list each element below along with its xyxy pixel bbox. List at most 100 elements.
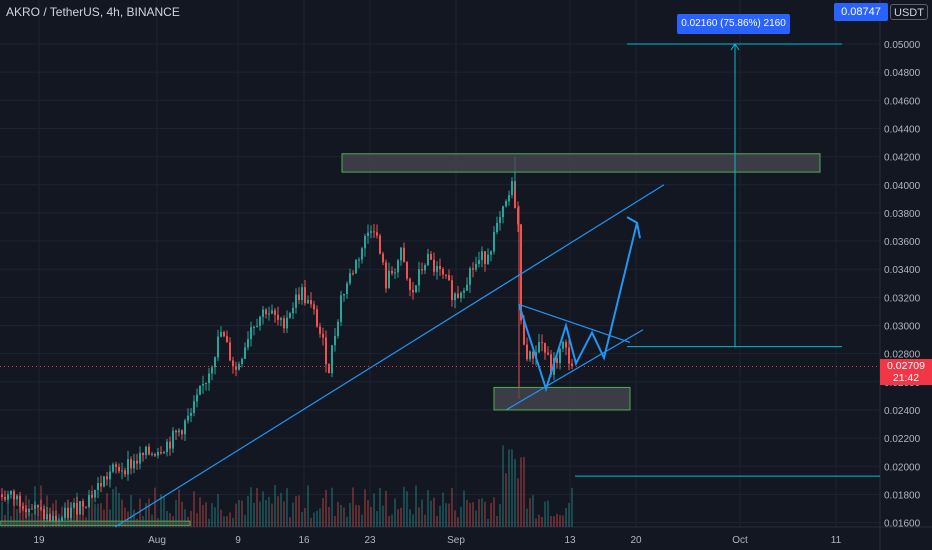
volume-bar	[160, 494, 162, 527]
volume-bar	[571, 487, 573, 527]
volume-bar	[391, 514, 393, 527]
candle-body	[403, 247, 405, 263]
candle-body	[67, 507, 69, 518]
candle-body	[484, 251, 486, 264]
volume-bar	[226, 516, 228, 527]
symbol-title: AKRO / TetherUS, 4h, BINANCE	[6, 5, 180, 19]
candle-body	[250, 327, 252, 340]
volume-bar	[427, 490, 429, 527]
candle-body	[202, 383, 204, 386]
volume-bar	[355, 504, 357, 527]
candle-body	[268, 313, 270, 315]
candle-body	[550, 354, 552, 375]
volume-bar	[148, 498, 150, 527]
unit-badge[interactable]: USDT	[890, 4, 928, 20]
volume-bar	[13, 498, 15, 527]
volume-bar	[274, 484, 276, 527]
volume-bar	[511, 449, 513, 527]
candle-body	[190, 412, 192, 416]
candle-body	[493, 232, 495, 252]
candle-body	[34, 505, 36, 509]
y-tick-label: 0.04600	[884, 96, 921, 107]
candle-body	[568, 347, 570, 364]
volume-bar	[502, 445, 504, 527]
volume-bar	[394, 498, 396, 527]
volume-bar	[277, 496, 279, 527]
y-tick-label: 0.04800	[884, 68, 921, 79]
volume-bar	[454, 510, 456, 527]
volume-bar	[529, 498, 531, 527]
volume-bar	[319, 508, 321, 527]
volume-bar	[403, 486, 405, 527]
volume-bar	[439, 505, 441, 527]
volume-bar	[364, 489, 366, 527]
candle-body	[106, 476, 108, 480]
candle-body	[367, 232, 369, 237]
y-tick-label: 0.03800	[884, 209, 921, 220]
x-tick-label: 20	[630, 535, 642, 546]
candle-body	[85, 506, 87, 508]
volume-bar	[466, 500, 468, 527]
volume-bar	[259, 501, 261, 527]
last-price-value: 0.02709	[887, 360, 925, 372]
candle-body	[10, 491, 12, 495]
y-tick-label: 0.01800	[884, 490, 921, 501]
candle-body	[94, 489, 96, 498]
volume-bar	[235, 503, 237, 527]
candle-body	[478, 260, 480, 264]
candle-body	[343, 294, 345, 296]
volume-bar	[415, 485, 417, 527]
projection-arrowhead	[626, 216, 641, 239]
volume-bar	[307, 485, 309, 527]
candle-body	[154, 453, 156, 456]
candle-body	[391, 270, 393, 274]
candle-body	[424, 265, 426, 271]
volume-bar	[316, 510, 318, 527]
candle-body	[274, 310, 276, 315]
volume-bar	[22, 501, 24, 527]
volume-bar	[448, 503, 450, 527]
candle-body	[220, 331, 222, 337]
volume-bar	[520, 457, 522, 527]
volume-bar	[550, 515, 552, 527]
volume-bar	[31, 512, 33, 527]
candle-body	[337, 321, 339, 337]
candle-body	[547, 352, 549, 355]
candle-body	[223, 331, 225, 337]
volume-bar	[121, 499, 123, 527]
volume-bar	[7, 503, 9, 527]
volume-bar	[190, 510, 192, 527]
volume-bar	[544, 501, 546, 527]
volume-bar	[133, 509, 135, 527]
candle-body	[241, 358, 243, 365]
volume-bar	[424, 514, 426, 527]
y-tick-label: 0.04000	[884, 181, 921, 192]
candle-body	[394, 272, 396, 274]
volume-bar	[412, 514, 414, 527]
volume-bar	[532, 495, 534, 527]
candle-body	[214, 357, 216, 368]
volume-bar	[244, 514, 246, 527]
candle-body	[235, 366, 237, 370]
candle-body	[397, 260, 399, 273]
candle-body	[418, 269, 420, 286]
candle-body	[127, 459, 129, 475]
candle-body	[529, 351, 531, 360]
candle-body	[325, 337, 327, 365]
volume-bar	[82, 503, 84, 527]
candle-body	[289, 313, 291, 318]
candle-body	[88, 494, 90, 507]
volume-bar	[352, 487, 354, 527]
volume-bar	[538, 514, 540, 527]
volume-bar	[409, 509, 411, 527]
volume-bar	[1, 501, 3, 527]
volume-bar	[373, 493, 375, 527]
top-price-label: 0.08747	[834, 3, 888, 21]
volume-bar	[553, 516, 555, 527]
candle-body	[361, 248, 363, 260]
candle-body	[142, 452, 144, 456]
volume-bar	[196, 513, 198, 527]
volume-bar	[181, 501, 183, 527]
candle-body	[52, 515, 54, 522]
